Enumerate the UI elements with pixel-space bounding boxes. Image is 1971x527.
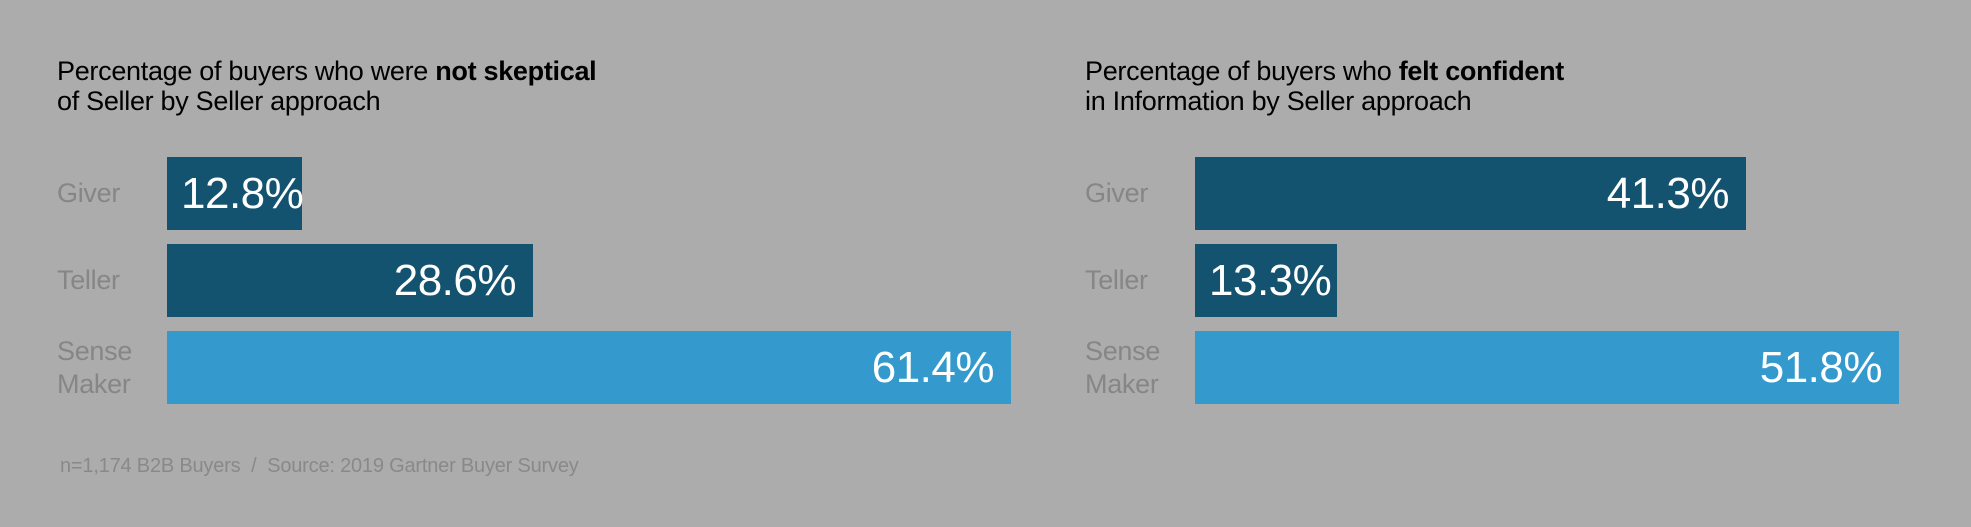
bar-area: 13.3% bbox=[1195, 244, 1925, 317]
value-label: 13.3% bbox=[1209, 255, 1332, 305]
category-label: Teller bbox=[1085, 265, 1148, 295]
chart-title: Percentage of buyers who were not skepti… bbox=[57, 56, 1017, 116]
value-label: 61.4% bbox=[871, 342, 995, 392]
category-label: Giver bbox=[1085, 178, 1149, 208]
value-label: 51.8% bbox=[1759, 342, 1883, 392]
title-prefix: Percentage of buyers who were bbox=[57, 56, 436, 86]
bar-rows: Giver 12.8% Teller 28.6% Sense Maker 61.… bbox=[57, 157, 1017, 404]
bar-rows: Giver 41.3% Teller 13.3% Sense Maker 51.… bbox=[1085, 157, 1925, 404]
category-label: Sense Maker bbox=[57, 335, 133, 399]
bar-area: 12.8% bbox=[167, 157, 1017, 230]
bar-area: 28.6% bbox=[167, 244, 1017, 317]
bar-sense-maker: 51.8% bbox=[1195, 331, 1899, 404]
category-label: Teller bbox=[57, 265, 120, 295]
bar-area: 41.3% bbox=[1195, 157, 1925, 230]
bar-teller: 13.3% bbox=[1195, 244, 1337, 317]
bar-row-giver: Giver 12.8% bbox=[57, 157, 1017, 230]
bar-area: 51.8% bbox=[1195, 331, 1925, 404]
category-label: Giver bbox=[57, 178, 121, 208]
bar-giver: 12.8% bbox=[167, 157, 304, 230]
chart-not-skeptical: Percentage of buyers who were not skepti… bbox=[57, 56, 1017, 418]
bar-area: 61.4% bbox=[167, 331, 1017, 404]
bar-row-teller: Teller 28.6% bbox=[57, 244, 1017, 317]
title-line2: in Information by Seller approach bbox=[1085, 86, 1472, 116]
bar-teller: 28.6% bbox=[167, 244, 533, 317]
title-bold: not skeptical bbox=[435, 56, 597, 86]
bar-row-teller: Teller 13.3% bbox=[1085, 244, 1925, 317]
title-prefix: Percentage of buyers who bbox=[1085, 56, 1399, 86]
bar-sense-maker: 61.4% bbox=[167, 331, 1011, 404]
bar-row-giver: Giver 41.3% bbox=[1085, 157, 1925, 230]
value-label: 41.3% bbox=[1606, 168, 1730, 218]
value-label: 12.8% bbox=[181, 168, 304, 218]
chart-felt-confident: Percentage of buyers who felt confident i… bbox=[1085, 56, 1925, 418]
bar-row-sense-maker: Sense Maker 61.4% bbox=[57, 331, 1017, 404]
bar-row-sense-maker: Sense Maker 51.8% bbox=[1085, 331, 1925, 404]
value-label: 28.6% bbox=[393, 255, 517, 305]
title-bold: felt confident bbox=[1398, 56, 1565, 86]
chart-title: Percentage of buyers who felt confident i… bbox=[1085, 56, 1925, 116]
bar-giver: 41.3% bbox=[1195, 157, 1746, 230]
source-note: n=1,174 B2B Buyers / Source: 2019 Gartne… bbox=[60, 455, 579, 477]
title-line2: of Seller by Seller approach bbox=[57, 86, 381, 116]
category-label: Sense Maker bbox=[1085, 335, 1161, 399]
